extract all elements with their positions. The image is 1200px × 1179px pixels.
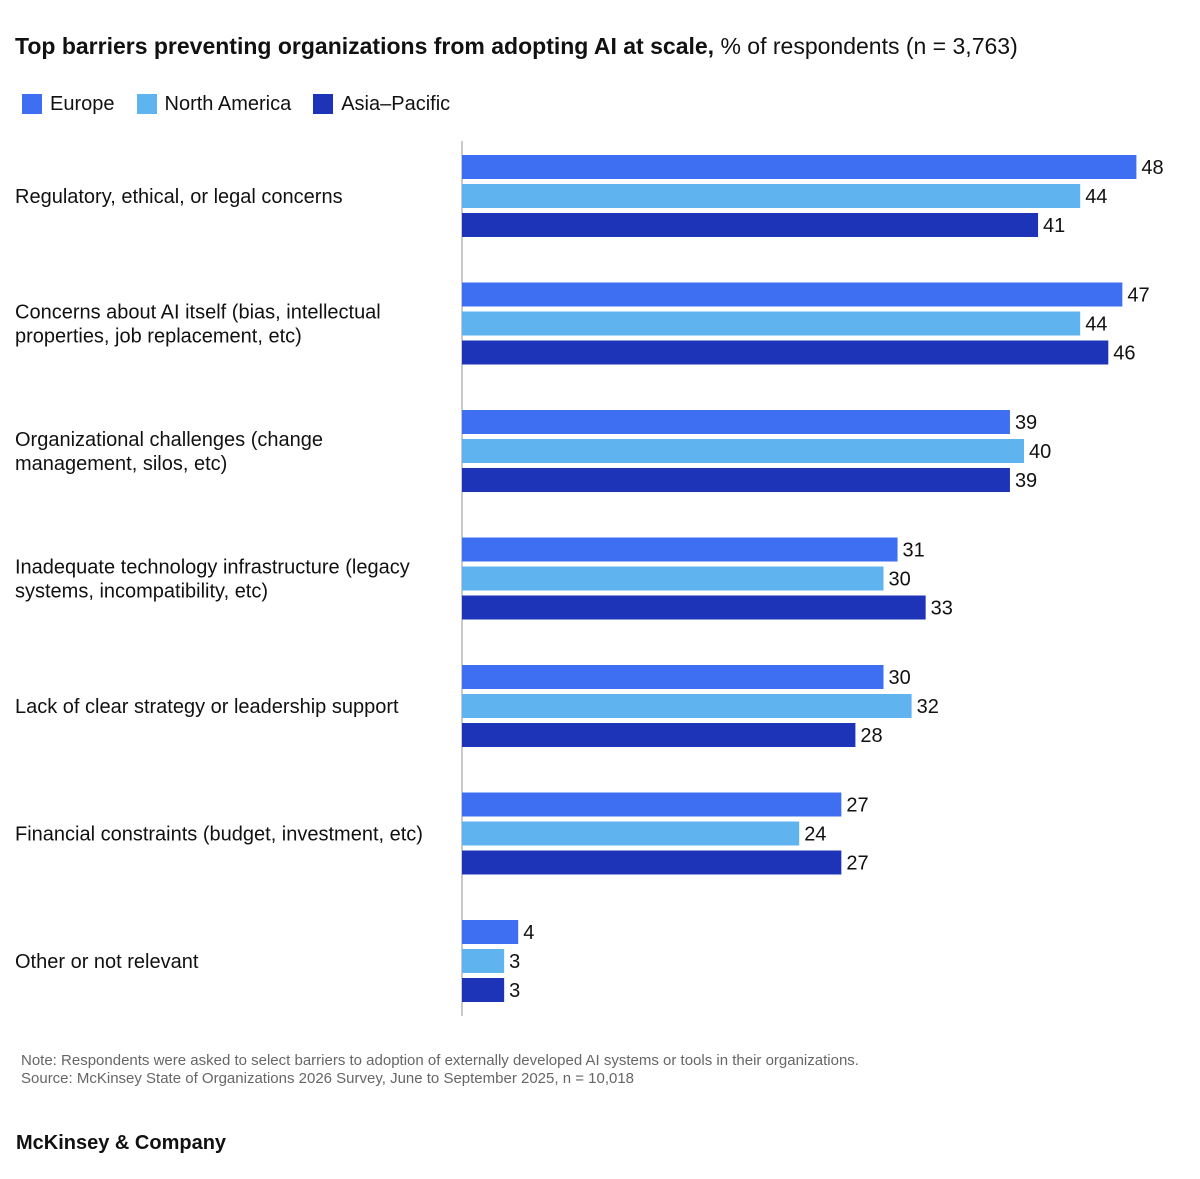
category-label: Regulatory, ethical, or legal concerns [15, 186, 343, 208]
data-label: 24 [804, 824, 826, 846]
data-label: 3 [509, 980, 520, 1002]
bar-europe [462, 155, 1137, 179]
category-label: Financial constraints (budget, investmen… [15, 824, 423, 846]
brand-logo-text: McKinsey & Company [16, 1132, 227, 1154]
bar-north-america [462, 566, 884, 591]
bar-north-america [462, 184, 1081, 208]
bar-north-america [462, 439, 1024, 463]
bar-asia-pacific [462, 213, 1039, 237]
data-label: 32 [917, 696, 939, 718]
data-label: 28 [860, 725, 882, 747]
chart-subtitle: % of respondents (n = 3,763) [720, 33, 1018, 59]
category-label-line: Lack of clear strategy or leadership sup… [15, 696, 399, 718]
legend-label-europe: Europe [50, 92, 115, 115]
bar-asia-pacific [462, 723, 856, 747]
bar-asia-pacific [462, 340, 1109, 365]
category-label: Organizational challenges (change managem… [15, 429, 323, 475]
data-label: 48 [1141, 157, 1163, 179]
bar-asia-pacific [462, 468, 1010, 492]
data-label: 3 [509, 951, 520, 973]
data-label: 40 [1029, 441, 1051, 463]
bar-europe [462, 410, 1010, 434]
legend-label-north-america: North America [164, 92, 292, 115]
category-label-line: Regulatory, ethical, or legal concerns [15, 186, 343, 208]
bar-north-america [462, 949, 505, 973]
bar-asia-pacific [462, 850, 842, 875]
data-label: 46 [1113, 343, 1135, 365]
chart-title-main: Top barriers preventing organizations fr… [15, 33, 715, 59]
category-label: Lack of clear strategy or leadership sup… [15, 696, 399, 718]
legend-item-north-america: North America [136, 92, 292, 116]
data-label: 30 [889, 569, 911, 591]
bar-asia-pacific [462, 595, 926, 620]
data-label: 33 [931, 598, 953, 620]
data-label: 4 [523, 922, 534, 944]
bar-asia-pacific [462, 978, 505, 1002]
category-label-line: systems, incompatibility, etc) [15, 581, 268, 603]
bar-europe [462, 792, 842, 817]
data-label: 47 [1127, 285, 1149, 307]
category-label-line: Concerns about AI itself (bias, intellec… [15, 302, 381, 324]
data-label: 27 [846, 853, 868, 875]
category-label: Other or not relevant [15, 951, 199, 973]
data-label: 44 [1085, 186, 1107, 208]
data-label: 44 [1085, 314, 1107, 336]
note-text: Note: Respondents were asked to select b… [21, 1052, 859, 1069]
category-label-line: properties, job replacement, etc) [15, 326, 302, 348]
chart-footnote: Note: Respondents were asked to select b… [21, 1052, 859, 1088]
bar-europe [462, 920, 519, 944]
data-label: 41 [1043, 215, 1065, 237]
data-label: 39 [1015, 470, 1037, 492]
source-text: Source: McKinsey State of Organizations … [21, 1070, 635, 1087]
legend: Europe North America Asia–Pacific [22, 91, 472, 117]
legend-label-asia-pacific: Asia–Pacific [341, 92, 451, 115]
category-label: Concerns about AI itself (bias, intellec… [15, 302, 381, 348]
bar-chart: Regulatory, ethical, or legal concerns 48… [15, 141, 1164, 1016]
bar-north-america [462, 311, 1081, 336]
category-label-line: Inadequate technology infrastructure (le… [15, 557, 410, 579]
chart-title: Top barriers preventing organizations fr… [15, 30, 1018, 62]
legend-item-asia-pacific: Asia–Pacific [313, 93, 450, 116]
legend-swatch-europe [22, 94, 42, 114]
legend-swatch-north-america [136, 94, 157, 114]
data-label: 31 [903, 540, 925, 562]
legend-swatch-asia-pacific [313, 94, 334, 114]
bar-europe [462, 282, 1123, 307]
data-label: 30 [889, 667, 911, 689]
bar-europe [462, 665, 884, 689]
data-label: 27 [846, 795, 868, 817]
category-label-line: Organizational challenges (change [15, 429, 323, 451]
bar-europe [462, 537, 898, 562]
bar-north-america [462, 694, 912, 718]
category-label: Inadequate technology infrastructure (le… [15, 557, 410, 603]
bar-north-america [462, 821, 800, 846]
category-label-line: Financial constraints (budget, investmen… [15, 824, 423, 846]
category-label-line: management, silos, etc) [15, 453, 227, 475]
legend-item-europe: Europe [22, 93, 115, 116]
category-label-line: Other or not relevant [15, 951, 199, 973]
data-label: 39 [1015, 412, 1037, 434]
